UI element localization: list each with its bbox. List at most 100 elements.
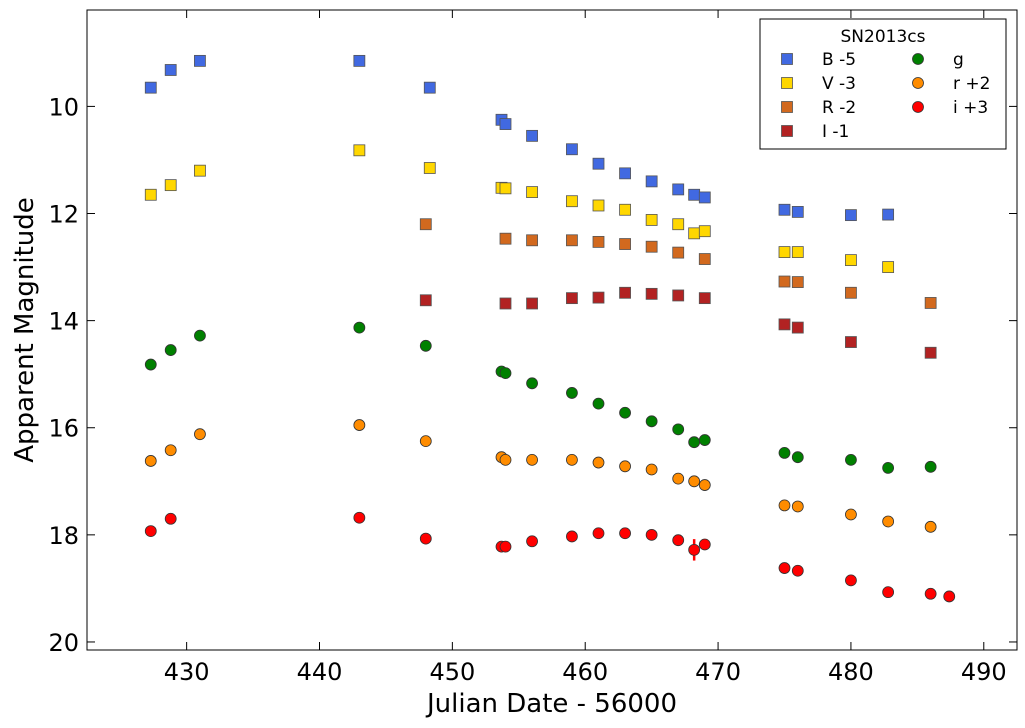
data-point (499, 367, 512, 380)
y-tick-label: 10 (48, 93, 79, 121)
data-point (526, 453, 538, 466)
data-point (924, 460, 937, 473)
legend: SN2013cs B -5 V -3 R -2 I -1 g r +2 i +3 (759, 18, 1007, 150)
x-tick-label: 490 (961, 658, 1007, 686)
data-point (194, 164, 206, 177)
data-point (645, 214, 658, 226)
legend-marker (781, 77, 793, 89)
data-point (778, 499, 791, 512)
data-point (778, 318, 791, 331)
data-point (353, 321, 366, 334)
data-point (791, 276, 804, 288)
data-point (423, 162, 436, 174)
y-tick-label: 16 (48, 415, 79, 443)
data-point (592, 527, 605, 540)
data-point (698, 292, 711, 305)
data-point (645, 463, 658, 476)
data-point (672, 218, 685, 231)
data-point (698, 538, 711, 551)
data-point (845, 286, 857, 299)
legend-marker (781, 125, 793, 137)
legend-marker (781, 53, 793, 65)
data-point (645, 528, 658, 541)
data-point (144, 188, 157, 201)
data-point (672, 246, 685, 259)
data-point (353, 144, 366, 157)
data-point (566, 195, 578, 208)
data-point (845, 508, 857, 521)
data-point (592, 235, 605, 248)
data-point (526, 297, 538, 310)
data-point (144, 358, 157, 371)
data-point (353, 419, 366, 431)
legend-entries: B -5 V -3 R -2 I -1 g r +2 i +3 (781, 50, 990, 142)
data-point (778, 447, 791, 459)
data-point (778, 203, 791, 216)
y-axis-label: Apparent Magnitude (10, 197, 40, 463)
data-point (419, 435, 432, 448)
data-point (619, 286, 631, 299)
data-point (845, 574, 857, 587)
data-point (194, 329, 206, 342)
data-point (592, 456, 605, 469)
legend-label: V -3 (822, 74, 856, 94)
data-point (619, 238, 631, 250)
legend-label: I -1 (822, 122, 849, 142)
data-point (526, 234, 538, 247)
data-point (144, 525, 157, 538)
data-point (688, 436, 701, 449)
data-point (566, 292, 578, 305)
data-point (791, 206, 804, 218)
data-point (499, 118, 512, 130)
data-point (566, 453, 578, 466)
data-point (566, 143, 578, 156)
data-point (645, 175, 658, 188)
data-point (672, 472, 685, 485)
data-point (619, 167, 631, 180)
legend-label: R -2 (822, 98, 856, 118)
legend-label: i +3 (953, 98, 988, 118)
data-point (778, 562, 791, 574)
data-point (882, 515, 895, 528)
data-point (698, 191, 711, 204)
data-point (526, 377, 538, 390)
data-point (672, 423, 685, 436)
x-tick-label: 470 (695, 658, 741, 686)
series-i-1 (419, 286, 937, 359)
series-i-3 (144, 511, 956, 603)
data-point (882, 462, 895, 474)
data-point (791, 564, 804, 577)
x-tick-label: 460 (562, 658, 608, 686)
data-point (791, 246, 804, 258)
data-point (526, 186, 538, 198)
data-point (698, 225, 711, 238)
data-point (791, 321, 804, 334)
data-point (943, 590, 956, 603)
data-point (672, 183, 685, 196)
data-point (924, 297, 937, 309)
data-point (698, 253, 711, 265)
legend-marker (912, 53, 924, 65)
data-point (526, 129, 538, 142)
data-point (194, 428, 206, 441)
legend-label: r +2 (953, 74, 990, 94)
data-point (144, 81, 157, 94)
data-point (882, 586, 895, 599)
y-tick-label: 20 (48, 629, 79, 657)
data-point (566, 530, 578, 543)
data-point (164, 179, 177, 192)
ticks: 430 440 450 460 470 480 490 10 12 14 16 18 20 (48, 10, 1017, 686)
data-point (688, 475, 701, 488)
x-tick-label: 440 (297, 658, 343, 686)
data-point (778, 246, 791, 258)
data-point (645, 287, 658, 300)
series-r-2 (144, 419, 937, 533)
data-point (499, 540, 512, 553)
data-point (619, 203, 631, 216)
data-point (592, 199, 605, 212)
data-point (924, 587, 937, 600)
data-point (144, 455, 157, 467)
series-g (144, 321, 937, 474)
x-tick-label: 450 (429, 658, 475, 686)
